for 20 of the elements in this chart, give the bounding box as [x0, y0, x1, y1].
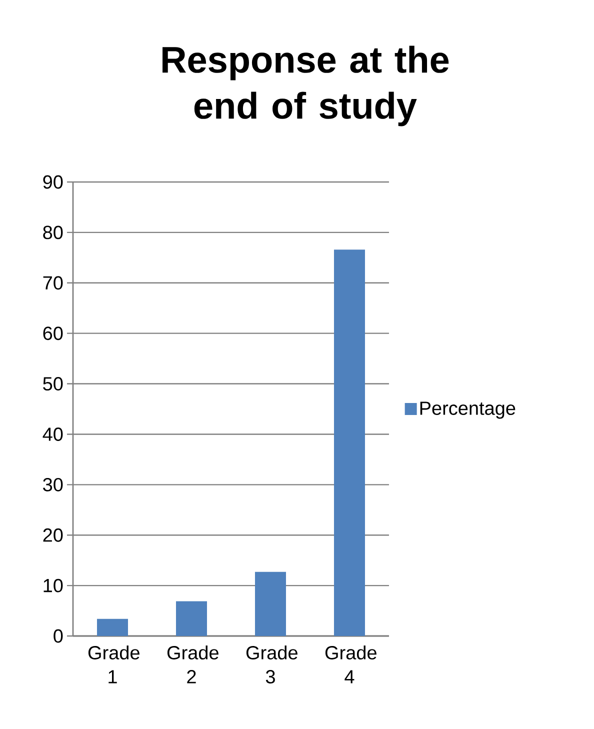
y-tick-label: 0: [54, 629, 63, 643]
bar: [334, 250, 365, 636]
y-tick-label: 60: [43, 326, 63, 340]
x-tick-label: Grade 4: [325, 646, 376, 684]
legend-label: Percentage: [420, 402, 516, 419]
bar: [96, 618, 128, 636]
y-tick-label: 80: [43, 226, 63, 240]
y-tick-label: 20: [43, 528, 63, 542]
y-tick-label: 50: [43, 377, 63, 391]
y-tick-label: 10: [44, 578, 63, 592]
x-tick-label: Grade 3: [246, 646, 298, 684]
bar: [254, 572, 286, 636]
y-tick-label: 30: [43, 478, 63, 492]
x-tick-label: Grade 1: [88, 646, 140, 684]
x-tick-label: Grade 2: [167, 646, 218, 684]
y-tick-label: 40: [42, 427, 63, 441]
y-tick-label: 90: [43, 175, 63, 189]
bar: [176, 601, 207, 636]
y-tick-label: 70: [43, 276, 63, 290]
chart-title: Response at the end of study: [162, 46, 449, 126]
